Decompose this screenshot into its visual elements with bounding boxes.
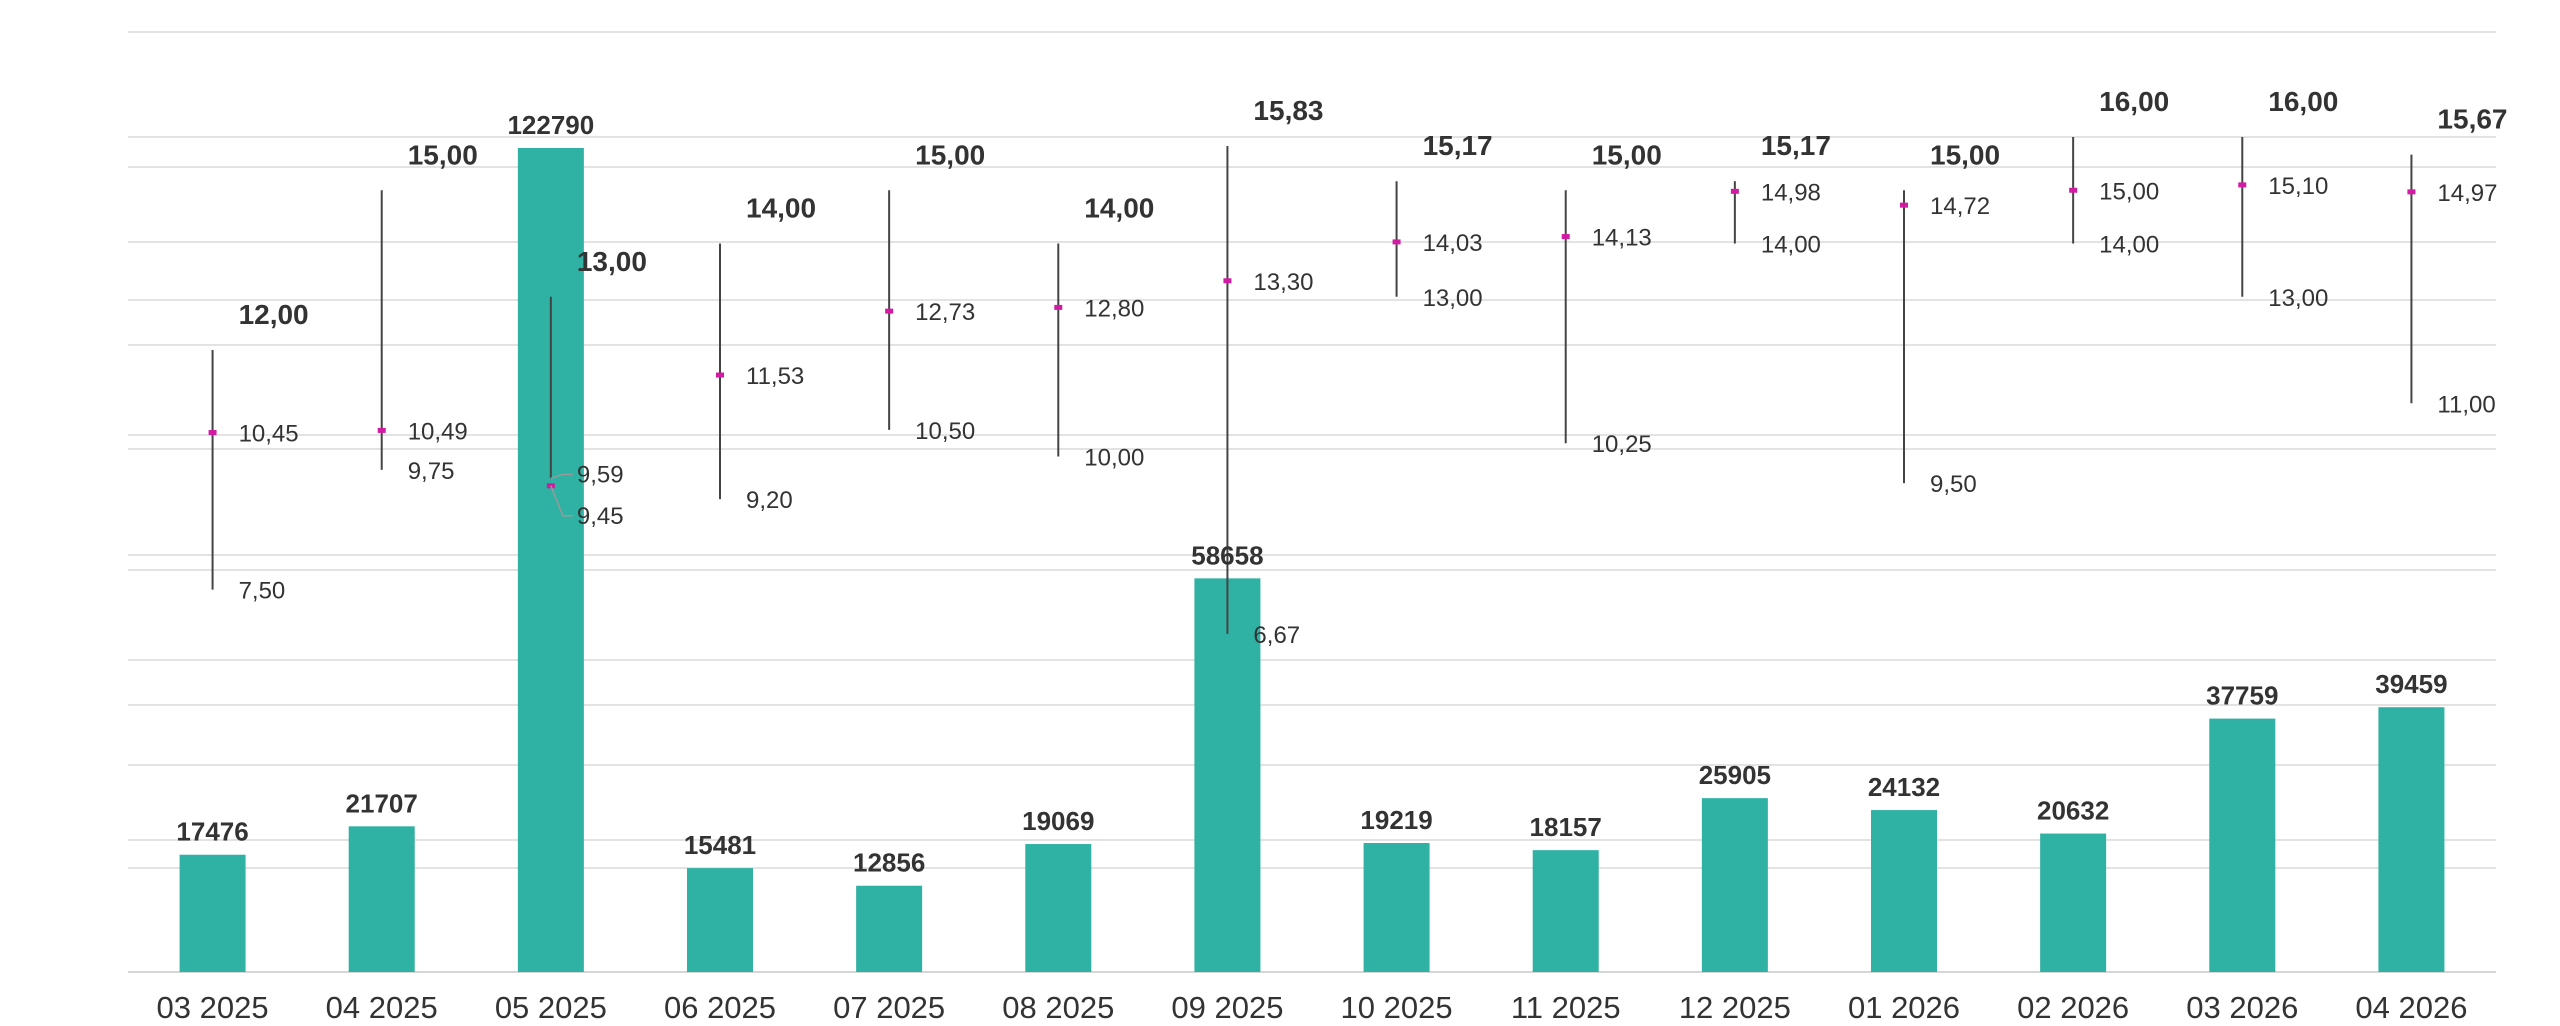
max-price-label: 15,00: [1592, 139, 1662, 170]
max-price-label: 15,00: [408, 139, 478, 170]
avg-price-label: 12,73: [915, 299, 975, 326]
x-tick-label: 11 2025: [1511, 990, 1621, 1025]
volume-bar: [1532, 850, 1599, 972]
volume-label: 58658: [1191, 540, 1263, 570]
label-leader-line: [550, 473, 573, 480]
min-price-label: 10,00: [1084, 445, 1144, 472]
volume-label: 122790: [507, 110, 594, 140]
max-price-label: 14,00: [1084, 193, 1154, 224]
avg-price-label: 14,97: [2437, 180, 2497, 207]
min-price-label: 9,75: [408, 458, 455, 485]
max-price-label: 12,00: [239, 299, 309, 330]
x-tick-label: 12 2025: [1679, 990, 1791, 1025]
volume-bar: [1363, 843, 1430, 972]
max-price-label: 15,00: [915, 139, 985, 170]
volume-label: 20632: [2037, 796, 2109, 826]
x-tick-label: 06 2025: [664, 990, 776, 1025]
x-tick-label: 04 2025: [326, 990, 438, 1025]
gridlines: [128, 31, 2496, 973]
max-price-label: 15,17: [1423, 130, 1493, 161]
volume-bar: [179, 854, 246, 972]
volume-bar: [1701, 798, 1768, 972]
volume-label: 39459: [2375, 669, 2447, 699]
label-leader-line: [550, 485, 573, 517]
volume-label: 25905: [1699, 760, 1771, 790]
min-price-label: 13,00: [2268, 285, 2328, 312]
min-price-label: 9,50: [1930, 471, 1977, 498]
min-price-label: 6,67: [1253, 622, 1300, 649]
min-price-label: 11,00: [2437, 391, 2495, 418]
avg-price-label: 10,45: [239, 421, 299, 448]
volume-label: 12856: [853, 848, 925, 878]
max-price-label: 16,00: [2099, 86, 2169, 117]
volume-label: 24132: [1868, 772, 1940, 802]
volume-bar: [687, 868, 753, 972]
volume-bar: [348, 826, 415, 972]
volume-bar: [2209, 718, 2276, 972]
max-price-label: 15,83: [1253, 95, 1323, 126]
x-tick-label: 03 2026: [2186, 990, 2298, 1025]
volume-label: 15481: [684, 830, 756, 860]
avg-price-label: 15,00: [2099, 178, 2159, 205]
max-price-label: 15,67: [2437, 104, 2507, 135]
volume-label: 37759: [2206, 681, 2278, 711]
max-price-label: 15,00: [1930, 139, 2000, 170]
volume-label: 17476: [176, 817, 248, 847]
data-labels: 17476 12,00 10,45 7,50 21707 15,00 10,49 9,75 12…: [176, 86, 2507, 878]
volume-bar: [1025, 844, 1092, 972]
avg-price-label: 14,98: [1761, 179, 1821, 206]
max-price-label: 13,00: [577, 246, 647, 277]
x-tick-label: 04 2026: [2355, 990, 2467, 1025]
x-tick-label: 03 2025: [157, 990, 269, 1025]
min-price-label: 9,20: [746, 487, 793, 514]
avg-price-label: 15,10: [2268, 173, 2328, 200]
x-tick-label: 02 2026: [2017, 990, 2129, 1025]
volume-bar: [2040, 833, 2107, 972]
volume-bar: [1194, 578, 1261, 972]
volume-label: 21707: [346, 788, 418, 818]
min-price-label: 14,00: [2099, 232, 2159, 259]
avg-price-label: 9,45: [577, 503, 624, 530]
x-tick-label: 05 2025: [495, 990, 607, 1025]
avg-price-label: 14,13: [1592, 225, 1652, 252]
min-price-label: 14,00: [1761, 232, 1821, 259]
avg-price-label: 10,49: [408, 418, 468, 445]
max-price-label: 16,00: [2268, 86, 2338, 117]
max-price-label: 14,00: [746, 193, 816, 224]
x-tick-label: 08 2025: [1002, 990, 1114, 1025]
max-price-label: 15,17: [1761, 130, 1831, 161]
price-ranges: [208, 137, 2416, 634]
avg-price-label: 14,72: [1930, 193, 1990, 220]
volume-label: 19069: [1022, 806, 1094, 836]
min-price-label: 10,50: [915, 418, 975, 445]
x-tick-label: 10 2025: [1341, 990, 1453, 1025]
avg-price-label: 14,03: [1423, 230, 1483, 257]
volume-bar: [1871, 810, 1937, 972]
volume-bar: [2378, 707, 2445, 972]
min-price-label: 7,50: [239, 578, 286, 605]
min-price-label: 13,00: [1423, 285, 1483, 312]
volume-label: 19219: [1360, 805, 1432, 835]
min-price-label: 9,59: [577, 461, 624, 488]
min-price-label: 10,25: [1592, 431, 1652, 458]
x-tick-label: 09 2025: [1171, 990, 1283, 1025]
x-tick-label: 07 2025: [833, 990, 945, 1025]
volume-bar: [856, 885, 923, 972]
avg-price-label: 13,30: [1253, 269, 1313, 296]
avg-price-label: 11,53: [746, 363, 804, 390]
volume-label: 18157: [1530, 812, 1602, 842]
volume-bars: [179, 148, 2445, 972]
x-tick-label: 01 2026: [1848, 990, 1960, 1025]
volume-bar: [517, 148, 584, 972]
x-axis: 03 2025 04 2025 05 2025 06 2025 07 2025 08 20…: [157, 990, 2468, 1025]
avg-price-label: 12,80: [1084, 295, 1144, 322]
